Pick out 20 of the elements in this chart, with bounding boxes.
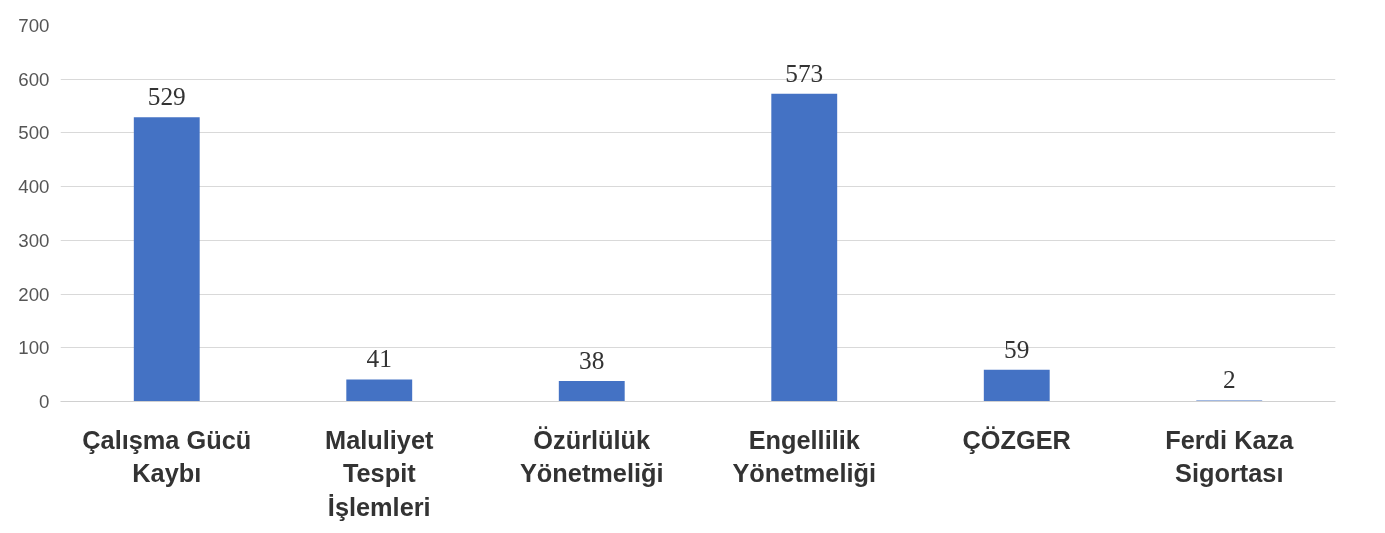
x-tick-label: Özürlülük Yönetmeliği bbox=[519, 425, 664, 488]
x-tick-label: Ferdi Kaza Sigortası bbox=[1165, 425, 1295, 488]
data-label: 573 bbox=[785, 58, 824, 87]
data-label: 59 bbox=[1004, 334, 1030, 363]
data-label: 2 bbox=[1222, 365, 1236, 394]
y-tick-label: 300 bbox=[18, 229, 50, 251]
data-label: 38 bbox=[579, 346, 605, 375]
data-label: 529 bbox=[147, 82, 186, 111]
data-label: 41 bbox=[366, 344, 392, 373]
y-tick-label: 600 bbox=[18, 68, 50, 90]
x-tick-label: Maluliyet Tespit İşlemleri bbox=[325, 425, 434, 521]
y-tick-label: 200 bbox=[18, 283, 50, 305]
x-tick-label: ÇÖZGER bbox=[962, 425, 1071, 454]
x-tick-label: Çalışma Gücü Kaybı bbox=[82, 425, 252, 488]
y-tick-label: 500 bbox=[18, 122, 50, 144]
y-tick-label: 100 bbox=[18, 337, 50, 359]
y-tick-label: 400 bbox=[18, 176, 50, 198]
x-tick-label: Engellilik Yönetmeliği bbox=[732, 425, 877, 488]
y-tick-label: 0 bbox=[39, 391, 50, 412]
y-tick-label: 700 bbox=[18, 15, 50, 36]
